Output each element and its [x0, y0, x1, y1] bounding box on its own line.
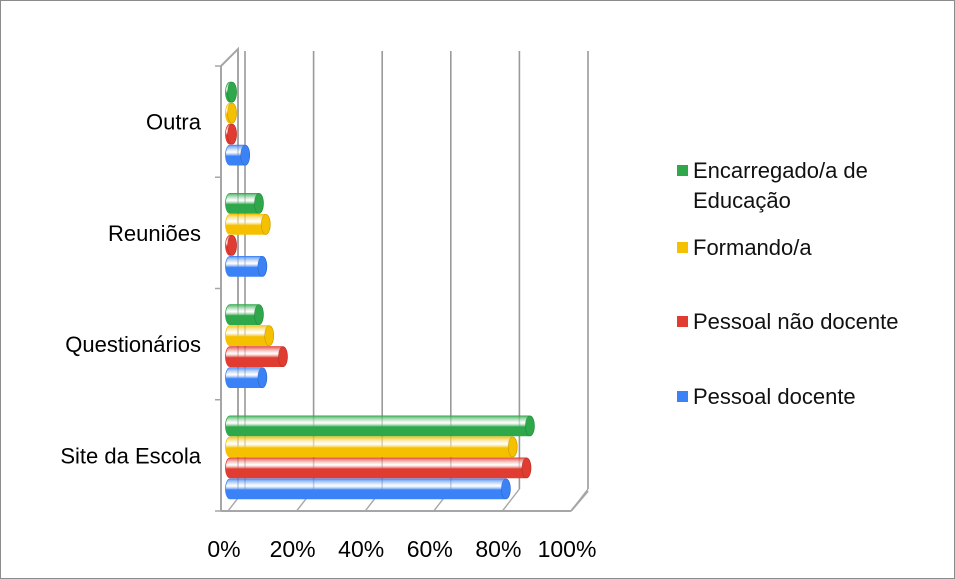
category-label: Questionários [65, 332, 201, 357]
x-tick-label: 80% [475, 536, 521, 562]
legend-swatch [677, 165, 688, 176]
bar-cap [227, 102, 237, 124]
x-tick-label: 20% [270, 536, 316, 562]
bar-pessoal-nao-docente-questionarios [225, 346, 288, 368]
x-tick-label: 100% [538, 536, 597, 562]
bar-cap [501, 478, 511, 500]
bar-pessoal-nao-docente-site-da-escola [225, 457, 532, 479]
category-labels: Site da Escola Questionários Reuniões Outra [60, 110, 201, 469]
bar-body [225, 478, 511, 500]
bar-cap [254, 193, 264, 214]
bar-cap [227, 123, 237, 145]
bar-cap [257, 256, 268, 277]
bar-cap [278, 346, 288, 367]
bar-body [225, 457, 532, 479]
bar-cap [507, 436, 518, 458]
x-tick-label: 60% [407, 536, 453, 562]
legend-label: Encarregado/a de Educação [693, 158, 868, 213]
bar-cap [260, 214, 271, 235]
bar-pessoal-docente-outra [225, 144, 251, 166]
bar-formando-a-questionarios [225, 325, 275, 347]
category-label: Reuniões [108, 221, 201, 246]
legend-swatch [677, 391, 688, 402]
bar-cap [227, 81, 237, 103]
x-tick-label: 40% [338, 536, 384, 562]
bar-formando-a-site-da-escola [225, 436, 518, 458]
bar-encarregado-a-de-educacao-reunioes [225, 192, 264, 214]
bar-body [225, 436, 518, 458]
category-label: Outra [146, 110, 202, 135]
legend-swatch [677, 316, 688, 327]
bar-pessoal-docente-questionarios [225, 367, 268, 389]
bar-pessoal-nao-docente-reunioes [225, 234, 237, 256]
bar-pessoal-docente-site-da-escola [225, 478, 511, 500]
bar-cap [240, 144, 250, 166]
bar-pessoal-nao-docente-outra [225, 123, 237, 145]
bar-cap [254, 304, 264, 325]
bar-pessoal-docente-reunioes [225, 255, 268, 277]
legend-label: Pessoal não docente [693, 309, 899, 334]
x-tick-label: 0% [207, 536, 240, 562]
gridline-floor [501, 488, 520, 512]
legend-label: Formando/a [693, 235, 812, 260]
legend-label: Pessoal docente [693, 384, 856, 409]
bar-cap [264, 325, 274, 346]
bar-encarregado-a-de-educacao-questionarios [225, 304, 264, 326]
bar-body [225, 415, 535, 437]
bar-formando-a-reunioes [225, 213, 271, 235]
bar-cap [257, 367, 268, 388]
bar-cap [521, 457, 532, 479]
x-tick-labels: 0% 20% 40% 60% 80% 100% [207, 536, 596, 562]
bars [225, 81, 535, 500]
legend-swatch [677, 242, 688, 253]
bar-encarregado-a-de-educacao-outra [225, 81, 237, 103]
bar-encarregado-a-de-educacao-site-da-escola [225, 415, 535, 437]
bar-cap [227, 235, 237, 256]
category-label: Site da Escola [60, 443, 201, 468]
gridline-floor [570, 488, 589, 512]
bar-cap [525, 415, 535, 437]
bar-formando-a-outra [225, 102, 237, 124]
